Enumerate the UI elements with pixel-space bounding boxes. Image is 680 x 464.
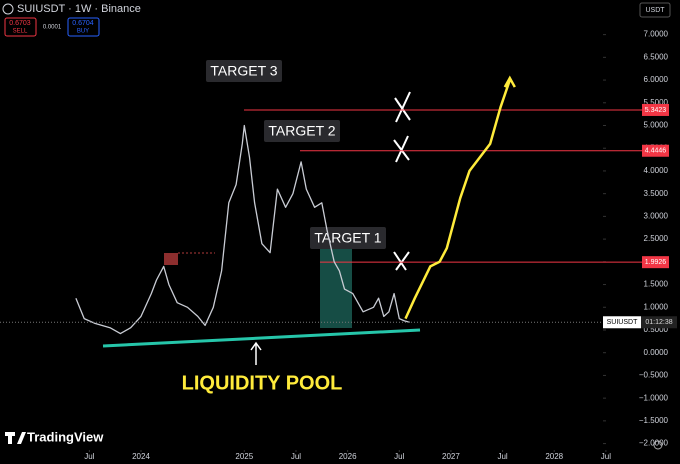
arrow xyxy=(250,341,262,365)
y-tick-label: 5.5000 xyxy=(644,98,669,107)
sell-price: 0.6703 xyxy=(9,20,31,27)
buy-label: BUY xyxy=(77,29,89,35)
level-tag xyxy=(642,144,669,157)
price-tag-symbol: SUIUSDT xyxy=(607,319,638,326)
annotation: TARGET 3 xyxy=(210,63,277,79)
y-tick-label: −2.0000 xyxy=(639,439,669,448)
brand-logo xyxy=(5,432,26,444)
y-tick-label: 0.5000 xyxy=(644,325,669,334)
y-tick-label: 2.5000 xyxy=(644,234,669,243)
y-tick-label: 1.0000 xyxy=(644,302,669,311)
y-tick-label: 6.5000 xyxy=(644,52,669,61)
x-tick-label: Jul xyxy=(394,452,404,461)
spread: 0.0001 xyxy=(43,25,62,31)
y-tick-label: 4.0000 xyxy=(644,166,669,175)
currency: USDT xyxy=(645,7,665,14)
price-tag-box xyxy=(641,316,677,329)
level-label: 5.3423 xyxy=(645,107,667,114)
liquidity-label: LIQUIDITY POOL xyxy=(182,372,343,394)
x-tick-label: 2024 xyxy=(132,452,150,461)
y-tick-label: 1.5000 xyxy=(644,280,669,289)
projection-arrowhead xyxy=(503,75,516,88)
projection-line xyxy=(404,79,511,320)
sell-label: SELL xyxy=(13,29,28,35)
buy-price: 0.6704 xyxy=(72,20,94,27)
buy-button[interactable] xyxy=(67,17,100,37)
y-tick-label: 7.0000 xyxy=(644,30,669,39)
price-tag-countdown: 01:12:38 xyxy=(645,319,672,326)
y-tick-label: 0.0000 xyxy=(644,348,669,357)
level-tag xyxy=(642,103,669,116)
annotation-box xyxy=(264,120,340,142)
y-tick-label: 6.0000 xyxy=(644,75,669,84)
symbol-title: SUIUSDT · 1W · Binance xyxy=(17,3,141,15)
level-label: 1.9926 xyxy=(645,259,667,266)
price-tag-box xyxy=(603,316,641,329)
annotation-box xyxy=(206,60,282,82)
x-tick-label: 2025 xyxy=(235,452,253,461)
x-tick-label: 2027 xyxy=(442,452,460,461)
settings-icon[interactable] xyxy=(653,440,663,450)
x-tick-label: Jul xyxy=(497,452,507,461)
currency-button[interactable] xyxy=(639,2,671,18)
brand: TradingView xyxy=(27,429,104,444)
annotation-box xyxy=(310,227,386,249)
level-tag xyxy=(642,256,669,269)
symbol-icon xyxy=(2,3,14,15)
cross-marks xyxy=(393,91,411,271)
y-tick-label: 3.5000 xyxy=(644,189,669,198)
level-label: 4.4446 xyxy=(645,148,667,155)
x-tick-label: 2028 xyxy=(545,452,563,461)
liquidity-line xyxy=(102,328,421,348)
x-tick-label: Jul xyxy=(84,452,94,461)
annotation: TARGET 2 xyxy=(268,123,335,139)
y-tick-label: −1.5000 xyxy=(639,416,669,425)
y-tick-label: −0.5000 xyxy=(639,371,669,380)
annotation: TARGET 1 xyxy=(314,230,381,246)
sell-button[interactable] xyxy=(4,17,37,37)
x-tick-label: Jul xyxy=(601,452,611,461)
x-tick-label: Jul xyxy=(291,452,301,461)
range-box xyxy=(164,253,178,265)
x-tick-label: 2026 xyxy=(339,452,357,461)
price-line xyxy=(75,124,410,335)
y-tick-label: −1.0000 xyxy=(639,393,669,402)
y-tick-label: 3.0000 xyxy=(644,211,669,220)
y-tick-label: 5.0000 xyxy=(644,121,669,130)
